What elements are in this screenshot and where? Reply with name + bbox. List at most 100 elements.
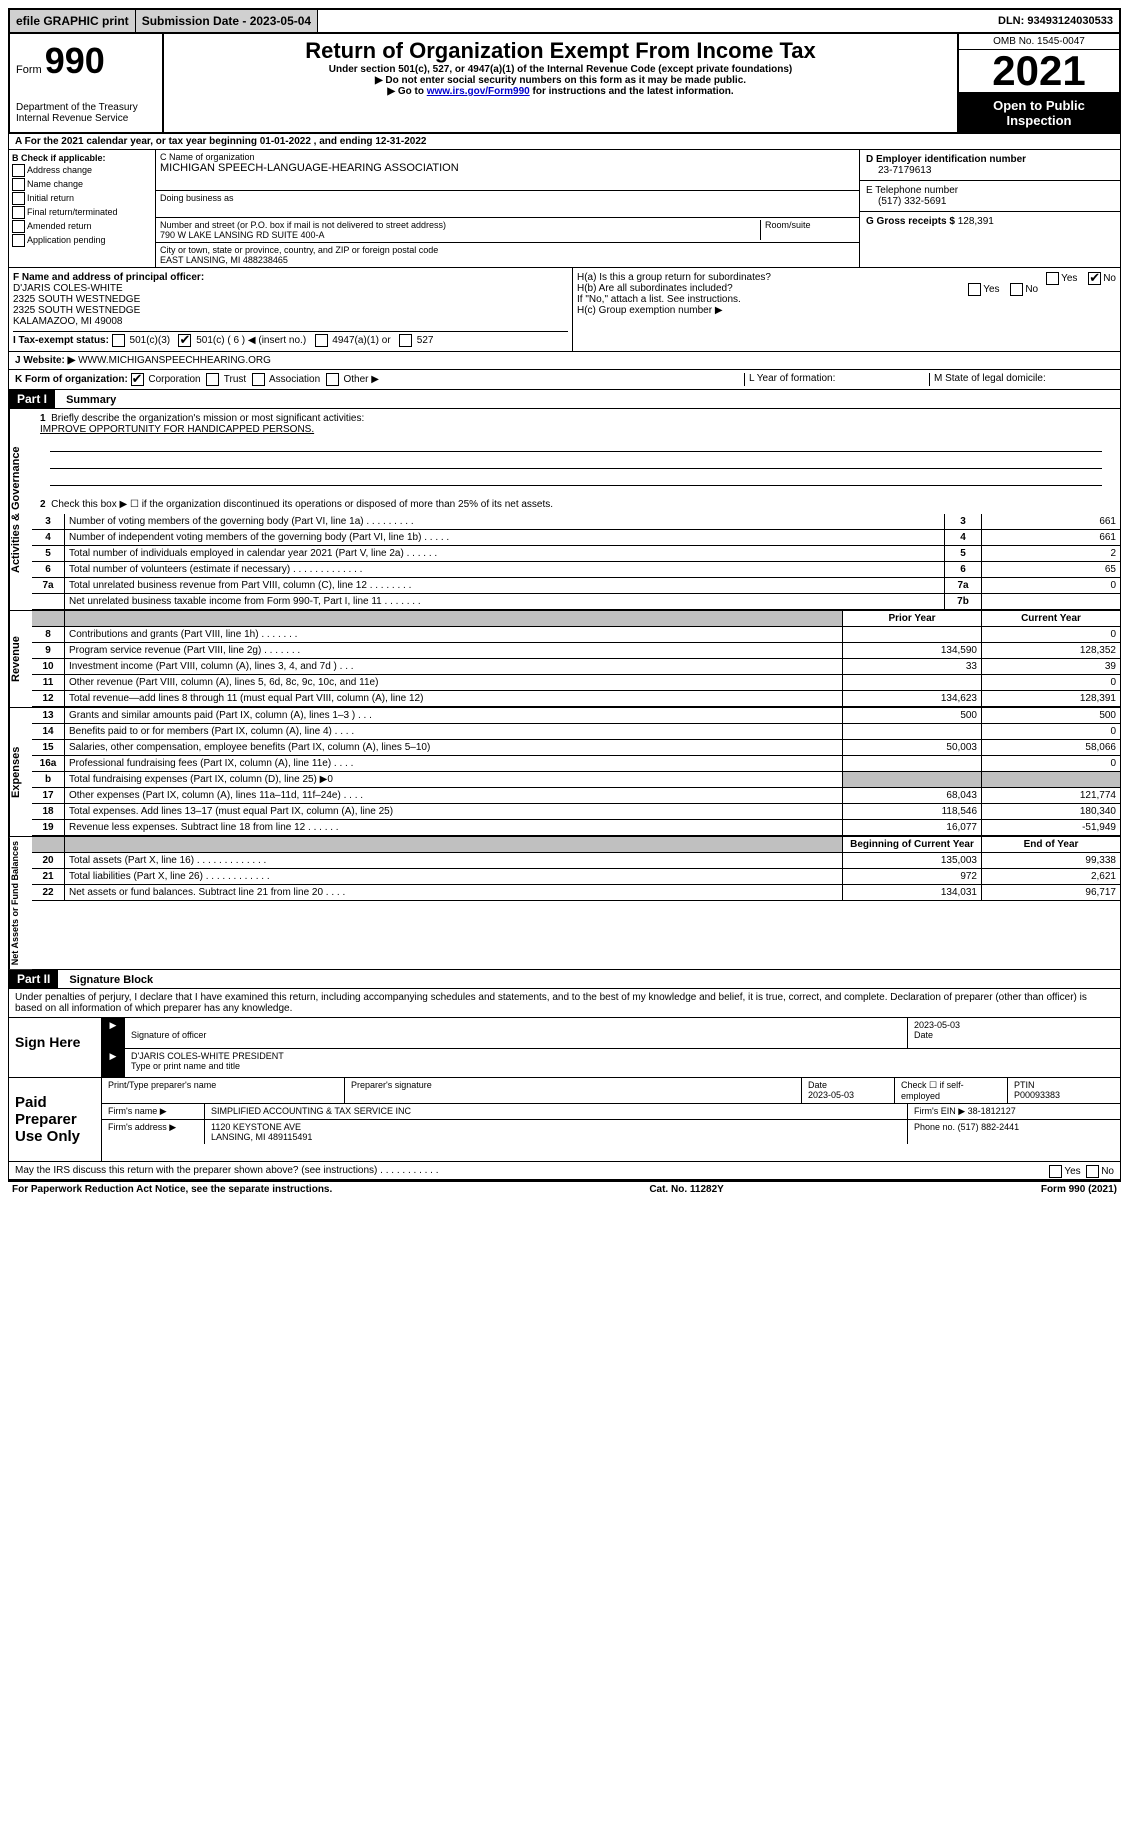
mission-text: IMPROVE OPPORTUNITY FOR HANDICAPPED PERS…	[40, 424, 314, 435]
discuss-row: May the IRS discuss this return with the…	[8, 1162, 1121, 1180]
ha-no[interactable]	[1088, 272, 1101, 285]
form-number-block: Form 990 Department of the Treasury Inte…	[10, 34, 164, 132]
sig-name: D'JARIS COLES-WHITE PRESIDENT	[131, 1051, 284, 1061]
website-url: WWW.MICHIGANSPEECHHEARING.ORG	[78, 355, 271, 366]
officer-addr1: 2325 SOUTH WESTNEDGE	[13, 294, 140, 305]
vtab-netassets: Net Assets or Fund Balances	[9, 837, 32, 969]
ein: 23-7179613	[866, 165, 931, 176]
sub3-post: for instructions and the latest informat…	[533, 86, 734, 97]
hb-yes[interactable]	[968, 283, 981, 296]
part1-header: Part I	[9, 390, 55, 408]
open-to-public: Open to Public Inspection	[959, 94, 1119, 132]
org-name-label: C Name of organization	[160, 152, 255, 162]
paid-preparer-block: Paid Preparer Use Only Print/Type prepar…	[8, 1078, 1121, 1162]
form-label: Form	[16, 64, 42, 76]
expenses-table: 13Grants and similar amounts paid (Part …	[32, 708, 1120, 836]
mission-label: Briefly describe the organization's miss…	[51, 413, 364, 424]
firm-name: SIMPLIFIED ACCOUNTING & TAX SERVICE INC	[205, 1104, 908, 1119]
dba-label: Doing business as	[160, 193, 234, 203]
header-sub3: ▶ Go to www.irs.gov/Form990 for instruct…	[168, 86, 953, 97]
form-org-label: K Form of organization:	[15, 374, 128, 385]
firm-ein: 38-1812127	[968, 1106, 1016, 1116]
org-name: MICHIGAN SPEECH-LANGUAGE-HEARING ASSOCIA…	[160, 162, 855, 174]
gross-label: G Gross receipts $	[866, 216, 955, 227]
form-number: 990	[45, 40, 105, 81]
state-domicile: M State of legal domicile:	[929, 373, 1114, 386]
check-name-change[interactable]: Name change	[12, 178, 152, 191]
part2-header-row: Part II Signature Block	[8, 970, 1121, 989]
phone-label: E Telephone number	[866, 185, 958, 196]
check-trust[interactable]	[206, 373, 219, 386]
check-app-pending[interactable]: Application pending	[12, 234, 152, 247]
check-527[interactable]	[399, 334, 412, 347]
check-4947[interactable]	[315, 334, 328, 347]
sign-here-label: Sign Here	[9, 1018, 102, 1077]
firm-addr2: LANSING, MI 489115491	[211, 1132, 312, 1142]
netassets-table: Beginning of Current YearEnd of Year20To…	[32, 837, 1120, 901]
dln: DLN: 93493124030533	[992, 10, 1119, 32]
dept-treasury: Department of the Treasury Internal Reve…	[16, 102, 156, 124]
revenue-table: Prior YearCurrent Year8Contributions and…	[32, 611, 1120, 707]
sig-officer-label: Signature of officer	[131, 1030, 206, 1040]
officer-addr2: 2325 SOUTH WESTNEDGE	[13, 305, 140, 316]
tax-exempt-label: I Tax-exempt status:	[13, 335, 109, 346]
box-d: D Employer identification number 23-7179…	[860, 150, 1120, 267]
part2-header: Part II	[9, 970, 58, 988]
check-assoc[interactable]	[252, 373, 265, 386]
footer-right: Form 990 (2021)	[1041, 1184, 1117, 1195]
prep-print-label: Print/Type preparer's name	[108, 1080, 216, 1090]
sub3-pre: ▶ Go to	[387, 86, 426, 97]
arrow-icon: ▶	[102, 1049, 125, 1077]
submission-date: Submission Date - 2023-05-04	[136, 10, 318, 32]
box-f: F Name and address of principal officer:…	[9, 268, 573, 351]
prep-date: 2023-05-03	[808, 1090, 854, 1100]
footer-mid: Cat. No. 11282Y	[649, 1184, 723, 1195]
irs-link[interactable]: www.irs.gov/Form990	[427, 86, 530, 97]
arrow-icon: ▶	[102, 1018, 125, 1048]
check-initial-return[interactable]: Initial return	[12, 192, 152, 205]
sig-date: 2023-05-03	[914, 1020, 960, 1030]
efile-button[interactable]: efile GRAPHIC print	[10, 10, 136, 32]
check-amended[interactable]: Amended return	[12, 220, 152, 233]
check-address-change[interactable]: Address change	[12, 164, 152, 177]
prep-sig-label: Preparer's signature	[351, 1080, 432, 1090]
section-bcd: B Check if applicable: Address change Na…	[8, 150, 1121, 268]
box-h: H(a) Is this a group return for subordin…	[573, 268, 1120, 351]
firm-phone: (517) 882-2441	[958, 1122, 1020, 1132]
paid-preparer-label: Paid Preparer Use Only	[9, 1078, 102, 1161]
box-b-label: B Check if applicable:	[12, 153, 106, 163]
city-label: City or town, state or province, country…	[160, 245, 438, 255]
footer: For Paperwork Reduction Act Notice, see …	[8, 1180, 1121, 1197]
check-final-return[interactable]: Final return/terminated	[12, 206, 152, 219]
row-klm: K Form of organization: Corporation Trus…	[8, 370, 1121, 390]
q2-text: Check this box ▶ ☐ if the organization d…	[51, 499, 553, 510]
header-sub1: Under section 501(c), 527, or 4947(a)(1)…	[168, 64, 953, 75]
ha-yes[interactable]	[1046, 272, 1059, 285]
part2-title: Signature Block	[61, 974, 153, 986]
discuss-no[interactable]	[1086, 1165, 1099, 1178]
ein-label: D Employer identification number	[866, 154, 1026, 165]
hb-no[interactable]	[1010, 283, 1023, 296]
check-other[interactable]	[326, 373, 339, 386]
check-501c3[interactable]	[112, 334, 125, 347]
ptin: P00093383	[1014, 1090, 1060, 1100]
year-formation: L Year of formation:	[744, 373, 929, 386]
header-sub2: ▶ Do not enter social security numbers o…	[168, 75, 953, 86]
h-b: H(b) Are all subordinates included?	[577, 283, 733, 294]
discuss-text: May the IRS discuss this return with the…	[15, 1165, 439, 1176]
expenses-section: Expenses 13Grants and similar amounts pa…	[8, 708, 1121, 837]
vtab-revenue: Revenue	[9, 611, 32, 707]
firm-name-label: Firm's name ▶	[102, 1104, 205, 1119]
part1-title: Summary	[58, 394, 116, 406]
website-label: J Website: ▶	[15, 355, 75, 366]
discuss-yes[interactable]	[1049, 1165, 1062, 1178]
box-b: B Check if applicable: Address change Na…	[9, 150, 156, 267]
sign-here-block: Sign Here ▶ Signature of officer 2023-05…	[8, 1018, 1121, 1078]
vtab-governance: Activities & Governance	[9, 409, 32, 610]
officer-label: F Name and address of principal officer:	[13, 272, 204, 283]
check-501c[interactable]	[178, 334, 191, 347]
declaration: Under penalties of perjury, I declare th…	[8, 989, 1121, 1018]
prep-selfemp[interactable]: Check ☐ if self-employed	[901, 1080, 964, 1101]
city: EAST LANSING, MI 488238465	[160, 255, 288, 265]
check-corp[interactable]	[131, 373, 144, 386]
